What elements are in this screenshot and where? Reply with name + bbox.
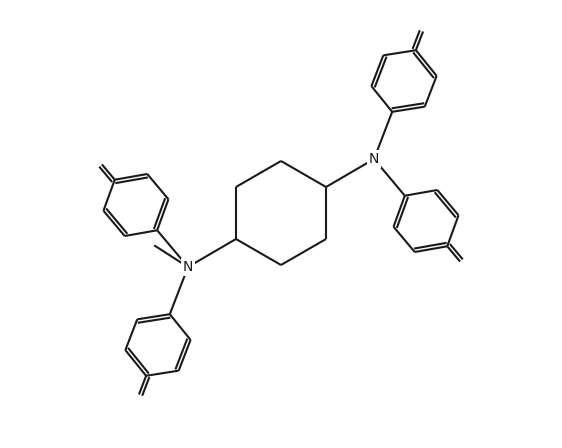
Text: N: N	[183, 260, 193, 274]
Text: N: N	[369, 152, 379, 166]
